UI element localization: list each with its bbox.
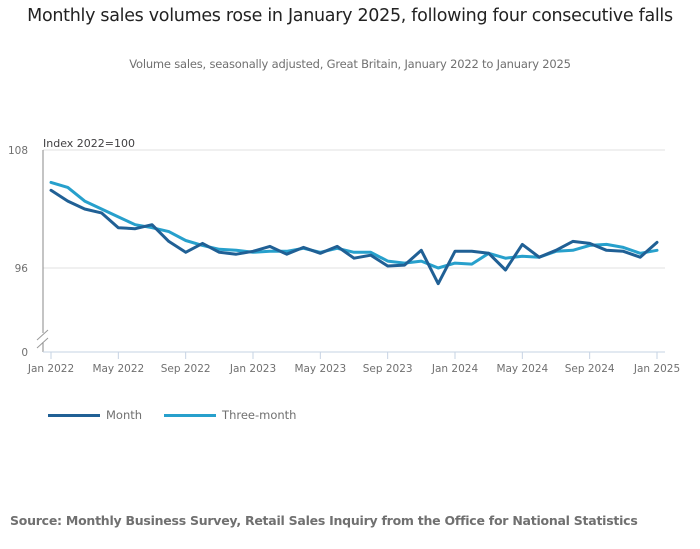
axis-break-mark-bottom xyxy=(36,337,49,349)
series-lines xyxy=(49,180,659,286)
legend-item-three-month[interactable]: Three-month xyxy=(164,408,296,422)
x-tick-label: May 2023 xyxy=(294,363,346,375)
gridlines xyxy=(43,149,665,269)
x-tick-label: Jan 2024 xyxy=(431,363,479,375)
legend-item-month[interactable]: Month xyxy=(48,408,142,422)
legend-swatch-three-month xyxy=(164,413,217,417)
y-tick-label-0: 0 xyxy=(21,347,28,359)
series-line-three-month xyxy=(49,180,659,270)
x-tick-label: Jan 2023 xyxy=(229,363,276,375)
x-tick-label: Sep 2022 xyxy=(161,363,211,375)
x-tick-label: May 2024 xyxy=(496,363,548,375)
x-tick-label: Jan 2022 xyxy=(27,363,74,375)
x-tick-label: Sep 2024 xyxy=(565,363,615,375)
axes xyxy=(36,150,665,353)
chart-title: Monthly sales volumes rose in January 20… xyxy=(27,6,673,26)
axis-break-mark-top xyxy=(36,329,49,341)
legend-swatch-month xyxy=(48,413,100,417)
x-tick-label: Jan 2025 xyxy=(633,363,680,375)
x-axis-ticks: Jan 2022 May 2022 Sep 2022 Jan 2023 May 2023… xyxy=(27,352,680,375)
legend-label-month: Month xyxy=(106,408,143,422)
chart-subtitle: Volume sales, seasonally adjusted, Great… xyxy=(129,57,571,71)
x-tick-label: Sep 2023 xyxy=(363,363,413,375)
source-note: Source: Monthly Business Survey, Retail … xyxy=(10,513,638,528)
y-axis-units-label: Index 2022=100 xyxy=(43,137,135,150)
y-tick-label-96: 96 xyxy=(15,263,29,275)
legend: Month Three-month xyxy=(48,408,296,422)
legend-label-three-month: Three-month xyxy=(222,408,297,422)
y-axis-ticks: 108 96 0 xyxy=(8,145,28,359)
series-line-month xyxy=(49,188,659,286)
y-tick-label-108: 108 xyxy=(8,145,28,157)
x-tick-label: May 2022 xyxy=(92,363,144,375)
